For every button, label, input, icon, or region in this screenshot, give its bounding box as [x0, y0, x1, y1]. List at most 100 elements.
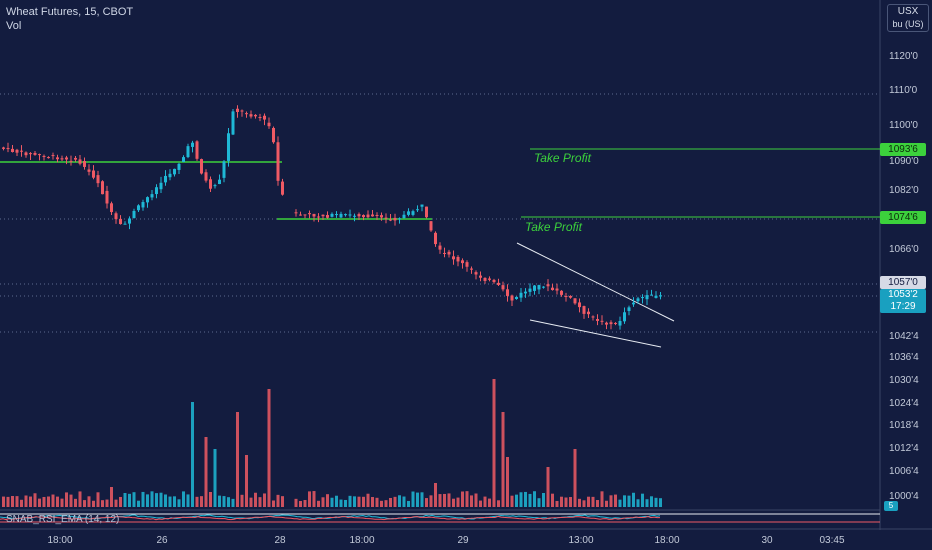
volume-bar: [213, 449, 217, 507]
candle-body: [339, 213, 343, 218]
candle-body: [447, 251, 451, 255]
candle-body: [155, 187, 158, 195]
currency-unit-button[interactable]: USX bu (US): [887, 4, 929, 32]
candle-body: [569, 295, 572, 298]
candle-body: [357, 214, 361, 217]
candle-body: [519, 292, 523, 298]
volume-bar: [222, 496, 226, 507]
volume-bar: [429, 495, 433, 507]
chart-legend: Wheat Futures, 15, CBOT Vol: [6, 5, 133, 33]
volume-bar: [38, 498, 41, 507]
volume-bar: [488, 498, 491, 507]
candle-body: [47, 157, 50, 159]
volume-bar: [78, 491, 82, 507]
time-axis-label: 29: [457, 535, 469, 546]
volume-bar: [150, 491, 154, 507]
volume-bar: [159, 492, 163, 507]
take-profit-label-upper[interactable]: Take Profit: [534, 151, 591, 165]
volume-bar: [389, 497, 392, 507]
volume-bar: [209, 491, 212, 507]
candle-body: [222, 161, 226, 178]
candle-body: [42, 155, 46, 157]
candle-body: [258, 117, 262, 119]
volume-bar: [276, 494, 280, 507]
volume-bar: [443, 493, 446, 507]
candle-body: [38, 154, 41, 156]
candle-body: [11, 148, 14, 153]
candle-body: [60, 158, 64, 160]
candle-body: [56, 157, 59, 160]
volume-bar: [258, 497, 262, 507]
candle-body: [416, 209, 419, 211]
volume-bar: [11, 496, 14, 507]
take-profit-label-lower[interactable]: Take Profit: [525, 220, 582, 234]
volume-bar: [578, 498, 581, 507]
price-axis-label: 1120'0: [889, 51, 918, 62]
volume-bar: [551, 493, 554, 507]
volume-bar: [623, 495, 626, 507]
indicator-line-ema: [0, 515, 660, 521]
volume-bar: [560, 496, 563, 507]
price-axis-label: 1066'0: [889, 244, 919, 255]
candle-body: [344, 214, 347, 216]
volume-label[interactable]: Vol: [6, 20, 22, 32]
candle-body: [614, 322, 617, 324]
volume-bar: [434, 483, 437, 507]
volume-bar: [537, 498, 541, 507]
candle-body: [254, 114, 257, 117]
price-axis-label: 1000'4: [889, 491, 919, 502]
candle-body: [191, 142, 194, 147]
last-price-tag: 1057'0: [880, 276, 926, 289]
volume-bar: [402, 496, 406, 507]
volume-bar: [231, 498, 235, 507]
volume-bar: [137, 500, 140, 507]
volume-bar: [245, 455, 248, 507]
time-axis-label: 03:45: [819, 535, 845, 546]
volume-bar: [465, 491, 469, 507]
volume-bar: [483, 496, 487, 507]
volume-bar: [281, 496, 284, 507]
volume-bar: [69, 494, 73, 507]
candle-body: [609, 322, 613, 325]
candle-body: [51, 155, 55, 157]
volume-bar: [591, 496, 595, 507]
volume-bar: [92, 500, 95, 507]
volume-bar: [357, 496, 361, 507]
candle-body: [245, 113, 248, 115]
volume-bar: [452, 498, 455, 507]
symbol-title[interactable]: Wheat Futures, 15, CBOT: [6, 6, 134, 18]
candle-body: [119, 218, 122, 225]
volume-bar: [456, 497, 460, 507]
volume-bar: [447, 493, 451, 507]
price-axis-label: 1110'0: [889, 85, 918, 96]
current-price-tag: 1053'2 17:29: [880, 289, 926, 313]
volume-bar: [303, 500, 307, 507]
volume-bar: [416, 492, 419, 507]
candle-body: [173, 168, 176, 175]
volume-bar: [312, 491, 316, 507]
candle-body: [24, 152, 28, 156]
candle-body: [326, 214, 329, 218]
candle-body: [195, 141, 199, 159]
candle-body: [209, 179, 212, 189]
volume-bar: [240, 494, 244, 507]
candle-body: [402, 214, 406, 219]
candle-body: [542, 286, 545, 288]
candle-body: [420, 204, 424, 207]
volume-bar: [362, 496, 365, 507]
take-profit-price-tag-lower: 1074'6: [880, 211, 926, 224]
candle-body: [362, 215, 365, 218]
candle-body: [330, 213, 334, 217]
candle-body: [150, 194, 154, 198]
candle-body: [411, 211, 415, 215]
candle-body: [596, 319, 599, 321]
candle-body: [200, 159, 203, 174]
volume-bar: [582, 500, 586, 507]
volume-bar: [218, 495, 221, 507]
price-axis-label: 1082'0: [889, 185, 919, 196]
candle-body: [551, 287, 554, 291]
volume-bar: [641, 493, 644, 507]
candle-body: [659, 295, 662, 297]
indicator-label[interactable]: SNAB_RSI_EMA (14, 12): [6, 514, 120, 525]
